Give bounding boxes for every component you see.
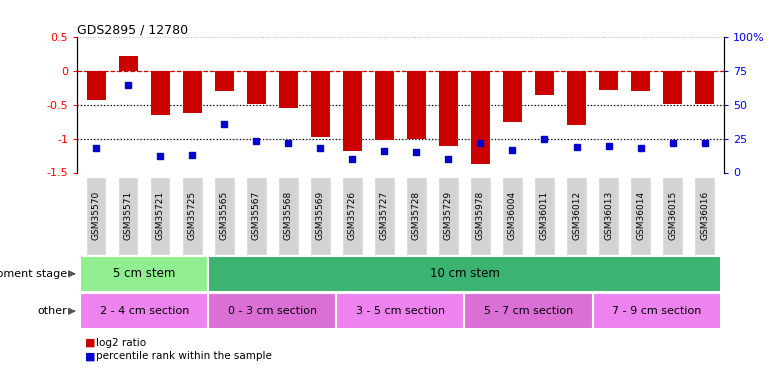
Bar <box>86 71 105 100</box>
Text: GSM36016: GSM36016 <box>700 191 709 240</box>
Bar <box>470 71 490 164</box>
Bar <box>695 71 715 104</box>
Text: GSM35721: GSM35721 <box>156 191 165 240</box>
FancyBboxPatch shape <box>631 177 651 255</box>
Text: GSM35728: GSM35728 <box>412 191 421 240</box>
FancyBboxPatch shape <box>208 256 721 292</box>
Text: ■: ■ <box>85 351 95 361</box>
FancyBboxPatch shape <box>566 177 587 255</box>
Text: GSM36011: GSM36011 <box>540 191 549 240</box>
Text: GSM35570: GSM35570 <box>92 191 101 240</box>
FancyBboxPatch shape <box>593 293 721 329</box>
Text: GSM35725: GSM35725 <box>188 191 197 240</box>
Bar <box>439 71 458 146</box>
Bar <box>631 71 650 92</box>
FancyBboxPatch shape <box>342 177 363 255</box>
FancyBboxPatch shape <box>470 177 490 255</box>
FancyBboxPatch shape <box>182 177 203 255</box>
FancyBboxPatch shape <box>464 293 593 329</box>
FancyBboxPatch shape <box>374 177 395 255</box>
Text: GDS2895 / 12780: GDS2895 / 12780 <box>77 23 188 36</box>
Text: 2 - 4 cm section: 2 - 4 cm section <box>99 306 189 316</box>
Bar <box>343 71 362 151</box>
Bar <box>311 71 330 137</box>
FancyBboxPatch shape <box>502 177 523 255</box>
Text: GSM35726: GSM35726 <box>348 191 357 240</box>
Text: other: other <box>38 306 68 316</box>
FancyBboxPatch shape <box>86 177 106 255</box>
FancyBboxPatch shape <box>118 177 139 255</box>
Text: GSM35978: GSM35978 <box>476 191 485 240</box>
FancyBboxPatch shape <box>278 177 299 255</box>
Bar <box>375 71 394 140</box>
Bar <box>407 71 426 139</box>
Bar <box>119 56 138 71</box>
FancyBboxPatch shape <box>80 256 208 292</box>
Bar <box>279 71 298 108</box>
Text: GSM35569: GSM35569 <box>316 191 325 240</box>
FancyBboxPatch shape <box>336 293 464 329</box>
FancyBboxPatch shape <box>662 177 683 255</box>
Text: GSM36015: GSM36015 <box>668 191 677 240</box>
Text: GSM36012: GSM36012 <box>572 191 581 240</box>
FancyBboxPatch shape <box>598 177 619 255</box>
Bar <box>663 71 682 104</box>
Text: 5 - 7 cm section: 5 - 7 cm section <box>484 306 573 316</box>
Text: GSM35729: GSM35729 <box>444 191 453 240</box>
Text: GSM36014: GSM36014 <box>636 191 645 240</box>
FancyBboxPatch shape <box>214 177 235 255</box>
Bar <box>246 71 266 104</box>
FancyBboxPatch shape <box>246 177 266 255</box>
Text: development stage: development stage <box>0 269 68 279</box>
Text: GSM36013: GSM36013 <box>604 191 613 240</box>
Text: 7 - 9 cm section: 7 - 9 cm section <box>612 306 701 316</box>
Text: 10 cm stem: 10 cm stem <box>430 267 500 280</box>
FancyBboxPatch shape <box>208 293 336 329</box>
Bar <box>503 71 522 122</box>
Bar <box>535 71 554 95</box>
Bar <box>182 71 202 113</box>
Text: 3 - 5 cm section: 3 - 5 cm section <box>356 306 445 316</box>
Text: GSM35567: GSM35567 <box>252 191 261 240</box>
Bar <box>567 71 586 125</box>
FancyBboxPatch shape <box>150 177 170 255</box>
FancyBboxPatch shape <box>80 293 208 329</box>
FancyBboxPatch shape <box>310 177 330 255</box>
Bar <box>151 71 170 115</box>
Text: 0 - 3 cm section: 0 - 3 cm section <box>228 306 317 316</box>
Text: percentile rank within the sample: percentile rank within the sample <box>96 351 272 361</box>
FancyBboxPatch shape <box>438 177 459 255</box>
FancyBboxPatch shape <box>534 177 554 255</box>
FancyBboxPatch shape <box>406 177 427 255</box>
Text: ■: ■ <box>85 338 95 348</box>
Text: GSM36004: GSM36004 <box>508 191 517 240</box>
Text: GSM35571: GSM35571 <box>124 191 132 240</box>
Text: GSM35727: GSM35727 <box>380 191 389 240</box>
Text: log2 ratio: log2 ratio <box>96 338 146 348</box>
Bar <box>599 71 618 90</box>
Text: GSM35568: GSM35568 <box>284 191 293 240</box>
Text: 5 cm stem: 5 cm stem <box>113 267 176 280</box>
FancyBboxPatch shape <box>695 177 715 255</box>
Bar <box>215 71 234 92</box>
Text: GSM35565: GSM35565 <box>219 191 229 240</box>
